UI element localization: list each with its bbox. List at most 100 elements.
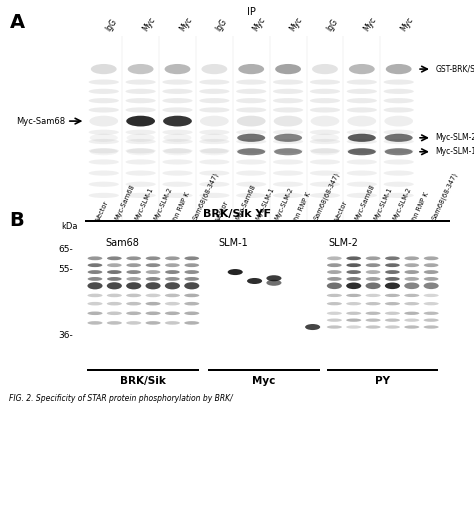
- Ellipse shape: [88, 263, 102, 267]
- Ellipse shape: [383, 193, 414, 198]
- Ellipse shape: [184, 277, 199, 281]
- Ellipse shape: [273, 116, 302, 126]
- Ellipse shape: [87, 294, 102, 297]
- Ellipse shape: [89, 159, 119, 164]
- Text: GST-BRK/Sik: GST-BRK/Sik: [436, 65, 474, 74]
- Ellipse shape: [236, 139, 266, 144]
- Ellipse shape: [404, 325, 419, 329]
- Ellipse shape: [90, 148, 118, 155]
- Ellipse shape: [199, 182, 229, 187]
- Ellipse shape: [346, 282, 361, 289]
- Ellipse shape: [127, 257, 141, 260]
- Ellipse shape: [327, 302, 342, 305]
- Ellipse shape: [163, 148, 192, 153]
- Ellipse shape: [404, 319, 419, 322]
- Ellipse shape: [184, 321, 200, 325]
- Ellipse shape: [201, 64, 227, 74]
- Text: IgG: IgG: [214, 17, 229, 33]
- Ellipse shape: [385, 257, 400, 260]
- Ellipse shape: [163, 159, 192, 164]
- Ellipse shape: [146, 270, 160, 274]
- Ellipse shape: [424, 282, 439, 289]
- Ellipse shape: [347, 116, 376, 126]
- Ellipse shape: [107, 302, 122, 305]
- Ellipse shape: [89, 182, 119, 187]
- Text: Myc-SLM-2: Myc-SLM-2: [153, 186, 173, 221]
- Ellipse shape: [385, 282, 400, 289]
- Ellipse shape: [127, 277, 141, 281]
- Ellipse shape: [266, 280, 282, 286]
- Ellipse shape: [404, 277, 419, 281]
- Ellipse shape: [310, 116, 339, 126]
- Ellipse shape: [236, 98, 266, 103]
- Ellipse shape: [424, 257, 438, 260]
- Ellipse shape: [273, 130, 303, 135]
- Text: BRK/Sik: BRK/Sik: [120, 376, 166, 386]
- Ellipse shape: [107, 257, 122, 260]
- Ellipse shape: [327, 294, 342, 297]
- Text: 55-: 55-: [59, 265, 73, 274]
- Ellipse shape: [107, 270, 122, 274]
- Ellipse shape: [327, 263, 342, 267]
- Ellipse shape: [107, 294, 122, 297]
- Ellipse shape: [310, 193, 340, 198]
- Ellipse shape: [312, 64, 338, 74]
- Ellipse shape: [200, 116, 229, 126]
- Text: B: B: [9, 211, 24, 230]
- Text: Vector: Vector: [95, 200, 109, 221]
- Text: hn RNP K: hn RNP K: [412, 191, 430, 221]
- Ellipse shape: [310, 79, 340, 84]
- Ellipse shape: [127, 148, 155, 155]
- Ellipse shape: [349, 64, 375, 74]
- Ellipse shape: [165, 282, 180, 290]
- Ellipse shape: [89, 89, 119, 94]
- Ellipse shape: [385, 302, 400, 305]
- Ellipse shape: [126, 89, 156, 94]
- Ellipse shape: [199, 98, 229, 103]
- Text: IgG: IgG: [325, 17, 340, 33]
- Ellipse shape: [273, 171, 303, 176]
- Ellipse shape: [163, 89, 192, 94]
- Ellipse shape: [346, 277, 361, 281]
- Text: 65-: 65-: [59, 245, 73, 254]
- Ellipse shape: [107, 312, 122, 315]
- Ellipse shape: [237, 148, 265, 155]
- Ellipse shape: [199, 171, 229, 176]
- Ellipse shape: [184, 294, 200, 297]
- Text: Myc: Myc: [251, 15, 267, 33]
- Ellipse shape: [310, 130, 340, 135]
- Ellipse shape: [273, 182, 303, 187]
- Ellipse shape: [274, 148, 302, 155]
- Text: Myc-Sam68: Myc-Sam68: [354, 184, 375, 221]
- Ellipse shape: [385, 325, 400, 329]
- Ellipse shape: [346, 89, 377, 94]
- Ellipse shape: [184, 302, 200, 305]
- Ellipse shape: [163, 116, 192, 126]
- Ellipse shape: [236, 130, 266, 135]
- Text: Myc: Myc: [399, 15, 415, 33]
- Ellipse shape: [228, 269, 243, 275]
- Ellipse shape: [146, 321, 161, 325]
- Ellipse shape: [237, 134, 265, 142]
- Ellipse shape: [327, 325, 342, 329]
- Ellipse shape: [128, 64, 154, 74]
- Ellipse shape: [385, 319, 400, 322]
- Ellipse shape: [404, 270, 419, 274]
- Text: Sam68: Sam68: [105, 238, 139, 248]
- Ellipse shape: [273, 79, 303, 84]
- Ellipse shape: [236, 159, 266, 164]
- Ellipse shape: [346, 319, 361, 322]
- Ellipse shape: [247, 278, 262, 284]
- Ellipse shape: [107, 282, 122, 290]
- Ellipse shape: [107, 263, 122, 267]
- Ellipse shape: [346, 294, 361, 297]
- Ellipse shape: [146, 312, 161, 315]
- Ellipse shape: [127, 134, 155, 142]
- Ellipse shape: [89, 79, 119, 84]
- Ellipse shape: [310, 171, 340, 176]
- Ellipse shape: [163, 171, 192, 176]
- Ellipse shape: [365, 312, 381, 315]
- Ellipse shape: [383, 79, 414, 84]
- Ellipse shape: [385, 312, 400, 315]
- Ellipse shape: [348, 148, 376, 155]
